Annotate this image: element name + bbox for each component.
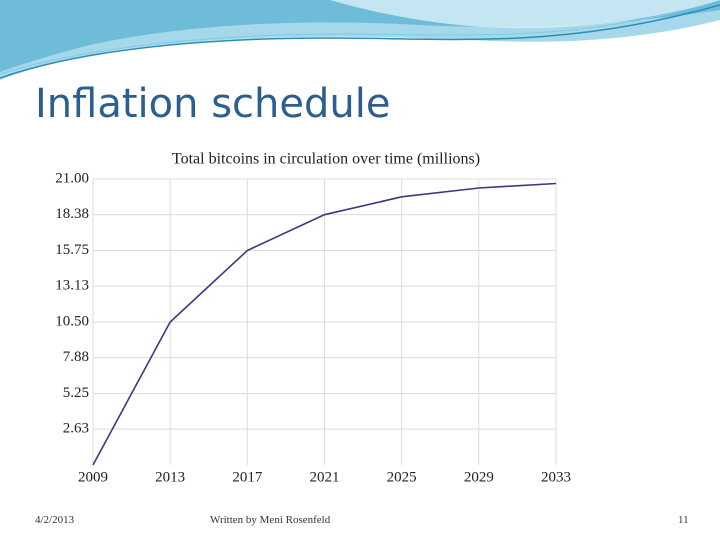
series-line bbox=[92, 182, 557, 466]
y-tick-label: 10.50 bbox=[55, 313, 89, 329]
y-tick-label: 21.00 bbox=[55, 170, 89, 186]
y-tick-label: 7.88 bbox=[63, 349, 89, 365]
footer-author: Written by Meni Rosenfeld bbox=[210, 514, 331, 526]
slide-title: Inflation schedule bbox=[35, 81, 390, 127]
y-tick-label: 2.63 bbox=[63, 421, 89, 437]
footer-date: 4/2/2013 bbox=[35, 514, 75, 526]
page-number: 11 bbox=[678, 514, 689, 526]
x-tick-label: 2021 bbox=[310, 469, 340, 485]
x-tick-label: 2009 bbox=[78, 469, 108, 485]
chart-background bbox=[45, 150, 575, 490]
x-tick-label: 2017 bbox=[232, 469, 263, 485]
x-tick-label: 2033 bbox=[541, 469, 571, 485]
header-wave bbox=[0, 0, 720, 80]
x-tick-label: 2013 bbox=[155, 469, 185, 485]
x-tick-label: 2025 bbox=[387, 469, 417, 485]
y-tick-label: 13.13 bbox=[55, 278, 89, 294]
y-tick-label: 5.25 bbox=[63, 385, 89, 401]
x-tick-label: 2029 bbox=[464, 469, 494, 485]
y-tick-label: 18.38 bbox=[55, 206, 89, 222]
y-tick-label: 15.75 bbox=[55, 242, 89, 258]
plot: 2.63 5.25 7.88 10.50 13.13 15.75 18.38 21.00 200… bbox=[55, 170, 571, 485]
chart-title: Total bitcoins in circulation over time … bbox=[172, 151, 480, 168]
